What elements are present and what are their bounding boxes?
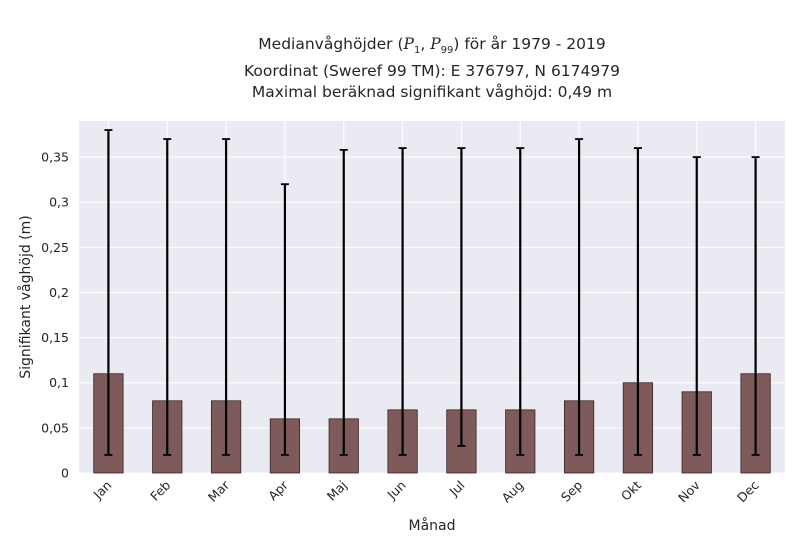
error-bars <box>104 129 760 456</box>
p1-subscript: 1 <box>413 45 421 57</box>
y-tick-label: 0,35 <box>41 150 69 165</box>
chart-title-line-2: Koordinat (Sweref 99 TM): E 376797, N 61… <box>244 62 620 81</box>
x-tick-label: Jan <box>90 478 115 503</box>
x-tick-label: Okt <box>618 477 644 503</box>
y-tick-label: 0,05 <box>41 420 69 435</box>
x-tick-label: Feb <box>147 477 173 503</box>
comma: , <box>420 35 431 53</box>
p99-symbol: P <box>430 35 441 53</box>
x-axis-label: Månad <box>409 517 456 534</box>
x-tick-label: Aug <box>498 478 526 506</box>
y-tick-label: 0,3 <box>49 195 69 210</box>
y-tick-label: 0,1 <box>49 375 69 390</box>
x-tick-label: Maj <box>324 478 350 504</box>
chart-title-line-1: Medianvåghöjder (P1, P99) för år 1979 - … <box>82 34 782 61</box>
x-axis-ticks: Jan Feb Mar Apr Maj Jun Jul Aug Sep Okt Nov Dec <box>90 477 762 505</box>
y-tick-label: 0 <box>61 466 69 481</box>
x-tick-label: Nov <box>675 477 703 505</box>
x-tick-label: Jul <box>446 478 468 500</box>
y-tick-label: 0,15 <box>41 330 69 345</box>
p99-subscript: 99 <box>440 45 454 57</box>
y-axis-label: Signifikant våghöjd (m) <box>17 215 34 378</box>
x-tick-label: Sep <box>558 477 585 504</box>
y-axis-ticks: 0 0,05 0,1 0,15 0,2 0,25 0,3 0,35 <box>41 150 69 481</box>
p1-symbol: P <box>403 35 414 53</box>
x-tick-label: Apr <box>265 477 292 504</box>
chart-title-line-3: Maximal beräknad signifikant våghöjd: 0,… <box>251 83 613 102</box>
chart-title-line-1-suffix: ) för år 1979 - 2019 <box>453 35 606 53</box>
y-tick-label: 0,25 <box>41 240 69 255</box>
plot-area <box>79 121 785 473</box>
x-tick-label: Jun <box>384 478 409 503</box>
y-tick-label: 0,2 <box>49 285 69 300</box>
chart-title: Medianvåghöjder (P1, P99) för år 1979 - … <box>82 34 782 103</box>
chart-title-line-1-prefix: Medianvåghöjder ( <box>258 35 404 53</box>
x-tick-label: Mar <box>205 477 233 505</box>
x-tick-label: Dec <box>734 477 762 505</box>
